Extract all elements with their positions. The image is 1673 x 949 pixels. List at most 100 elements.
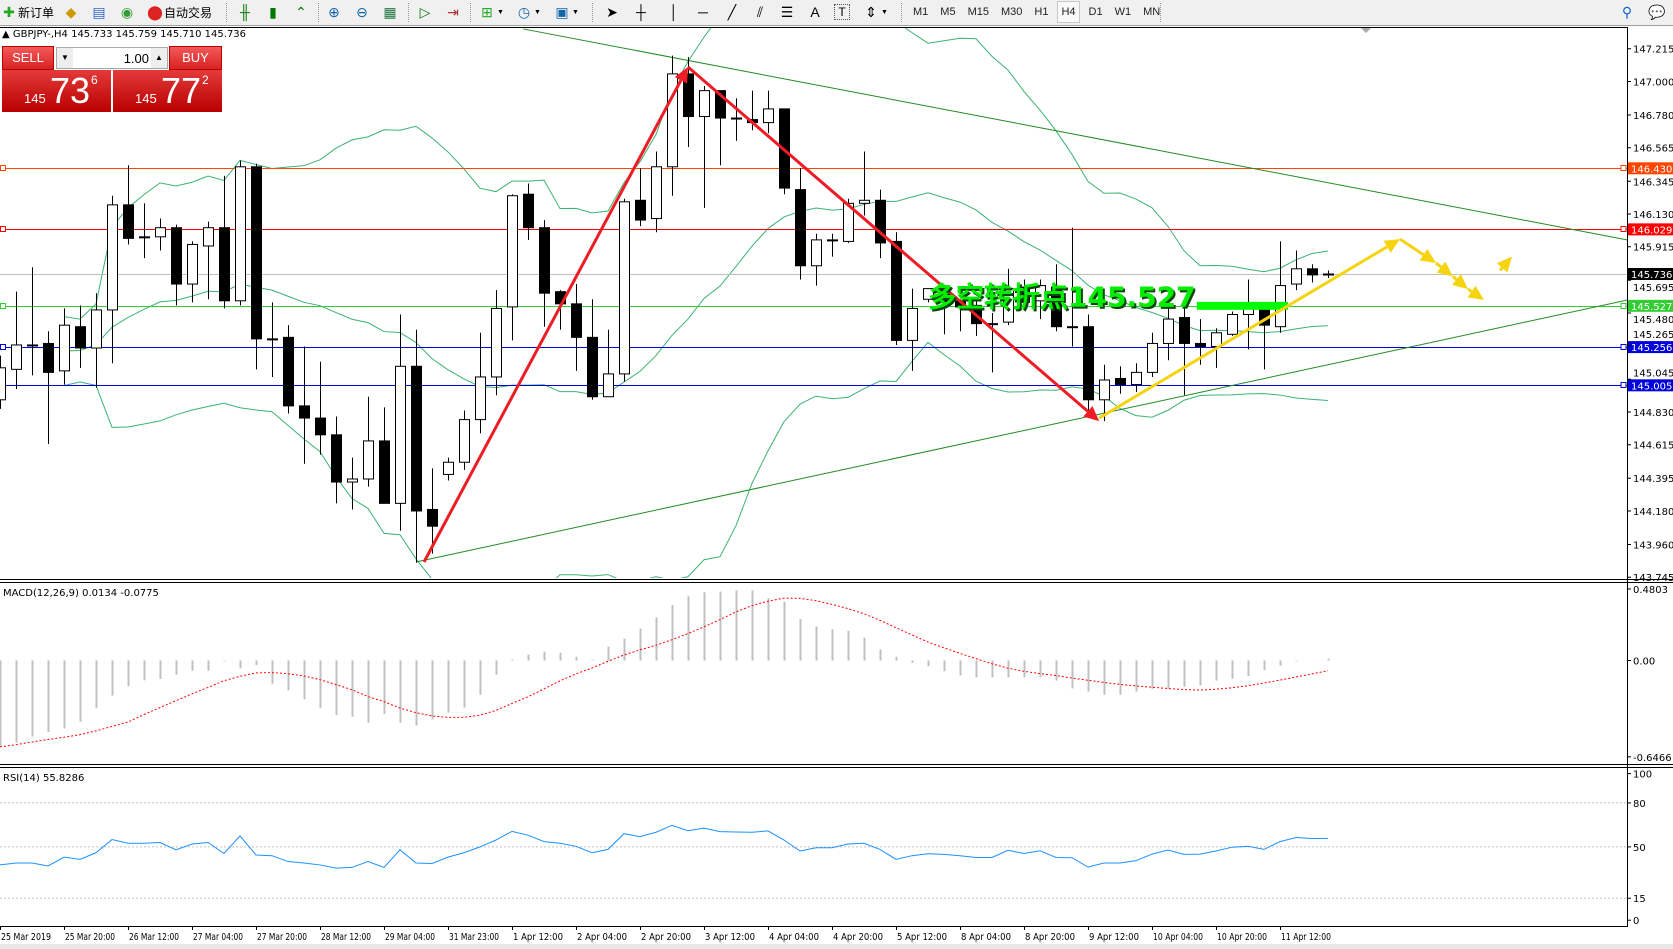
vertical-line-button[interactable]: │ <box>665 2 683 22</box>
candle <box>1323 270 1334 278</box>
text-tool-button[interactable]: A <box>806 2 824 22</box>
candle <box>795 168 806 280</box>
arrow-head-icon <box>1436 261 1453 277</box>
timeframe-m1[interactable]: M1 <box>913 6 929 18</box>
arrow-line <box>1098 245 1388 420</box>
zoom-out-icon: ⊖ <box>356 4 368 20</box>
timeframe-h4[interactable]: H4 <box>1057 1 1080 23</box>
bear-candle-body <box>1019 286 1030 303</box>
auto-scroll-icon: ▷ <box>419 4 431 20</box>
arrow-line <box>687 65 1089 413</box>
terminal-button[interactable]: ▤ <box>90 2 108 22</box>
price-tag <box>1628 379 1673 392</box>
candle <box>283 325 294 414</box>
bear-candle-body <box>571 303 582 338</box>
toolbar-separator <box>226 3 228 22</box>
price-tick-label: 146.780 <box>1633 111 1673 122</box>
bear-candle-body <box>331 434 342 483</box>
timeframe-w1[interactable]: W1 <box>1114 6 1132 18</box>
horizontal-line-button[interactable]: ─ <box>694 2 712 22</box>
chat-button[interactable]: 💬 <box>1648 2 1666 22</box>
auto-trading-button[interactable]: ⬤ 自动交易 <box>146 2 212 22</box>
cursor-button[interactable]: ➤ <box>603 2 621 22</box>
candle <box>347 457 358 510</box>
crosshair-button[interactable]: ┼ <box>632 2 650 22</box>
collapse-triangle-icon[interactable]: ▲ <box>2 29 10 40</box>
chart-shift-button[interactable]: ⇥ <box>444 2 462 22</box>
new-order-button[interactable]: ✚ 新订单 <box>0 2 54 22</box>
buy-button[interactable]: BUY <box>169 46 222 70</box>
bear-candle-body <box>523 193 534 229</box>
lot-increase-button[interactable]: ▲ <box>151 48 167 68</box>
bull-candle-body <box>443 461 454 475</box>
price-tick-label: 144.180 <box>1633 507 1673 518</box>
bull-candle-body <box>91 309 102 349</box>
signals-button[interactable]: ◉ <box>118 2 136 22</box>
tile-windows-button[interactable]: ▦ <box>381 2 399 22</box>
time-tick-label: 11 Apr 12:00 <box>1281 932 1331 943</box>
search-icon: ⚲ <box>1621 4 1633 20</box>
time-tick-label: 25 Mar 2019 <box>1 932 51 943</box>
bull-candle-body <box>763 108 774 124</box>
line-chart-button[interactable]: ⌃ <box>292 2 310 22</box>
arrow-line <box>1451 275 1458 281</box>
time-tick-label: 8 Apr 04:00 <box>961 932 1011 943</box>
timeframe-h1[interactable]: H1 <box>1034 6 1049 18</box>
candle <box>635 168 646 227</box>
zoom-out-button[interactable]: ⊖ <box>353 2 371 22</box>
ask-price-button[interactable]: 145 77 2 <box>113 70 222 112</box>
search-button[interactable]: ⚲ <box>1618 2 1636 22</box>
fibonacci-channel-button[interactable]: ⫽ <box>751 2 769 22</box>
macd-tick-label: -0.6466 <box>1633 753 1672 764</box>
sell-button[interactable]: SELL <box>2 46 54 70</box>
bar-chart-button[interactable]: ╫ <box>236 2 254 22</box>
timeframe-m5[interactable]: M5 <box>940 6 956 18</box>
signals-icon: ◉ <box>120 4 134 20</box>
time-tick-label: 5 Apr 12:00 <box>897 932 947 943</box>
timeframe-mn[interactable]: MN <box>1143 6 1161 18</box>
timeframe-m15[interactable]: M15 <box>967 6 989 18</box>
meta-editor-button[interactable]: ◆ <box>62 2 80 22</box>
timeframe-m30[interactable]: M30 <box>1000 6 1023 18</box>
toolbar-separator <box>592 3 594 22</box>
candle <box>1099 364 1110 422</box>
candle <box>1243 279 1254 350</box>
bear-candle-body <box>635 199 646 221</box>
lot-decrease-button[interactable]: ▼ <box>57 48 73 68</box>
templates-button[interactable]: ▣ ▼ <box>553 2 579 22</box>
timeframe-bar: M1 M5 M15 M30 H1 H4 D1 W1 MN <box>910 1 1169 23</box>
auto-trading-icon: ⬤ <box>147 4 163 20</box>
auto-scroll-button[interactable]: ▷ <box>416 2 434 22</box>
arrow-line <box>1399 237 1425 256</box>
timeframe-d1[interactable]: D1 <box>1088 6 1103 18</box>
arrows-button[interactable]: ⇕ ▼ <box>862 2 888 22</box>
candle <box>27 267 38 376</box>
bear-candle-body <box>715 90 726 119</box>
bull-candle-body <box>107 204 118 311</box>
zoom-in-button[interactable]: ⊕ <box>325 2 343 22</box>
rsi-legend: RSI(14) 55.8286 <box>3 773 84 784</box>
periods-button[interactable]: ◷ ▼ <box>515 2 541 22</box>
bull-candle-body <box>59 324 70 372</box>
candlestick-button[interactable]: ▮ <box>264 2 282 22</box>
price-tick-label: 145.045 <box>1633 368 1673 379</box>
cursor-icon: ➤ <box>606 4 618 20</box>
lot-size-input[interactable] <box>75 49 151 67</box>
indicators-button[interactable]: ⊞ ▼ <box>478 2 504 22</box>
candle <box>75 305 86 368</box>
bull-candle-body <box>859 199 870 204</box>
candle <box>59 308 70 385</box>
candle <box>1003 268 1014 326</box>
bid-price-button[interactable]: 145 73 6 <box>2 70 111 112</box>
text-label-button[interactable]: T <box>834 2 850 22</box>
candle <box>235 160 246 306</box>
candle <box>331 416 342 504</box>
line-chart-icon: ⌃ <box>295 4 307 20</box>
trendline-button[interactable]: ╱ <box>723 2 741 22</box>
bear-candle-body <box>1307 268 1318 276</box>
fibonacci-button[interactable]: ☰ <box>778 2 796 22</box>
toolbar-separator <box>470 3 472 22</box>
bull-candle-body <box>699 90 710 118</box>
bull-candle-body <box>619 201 630 375</box>
